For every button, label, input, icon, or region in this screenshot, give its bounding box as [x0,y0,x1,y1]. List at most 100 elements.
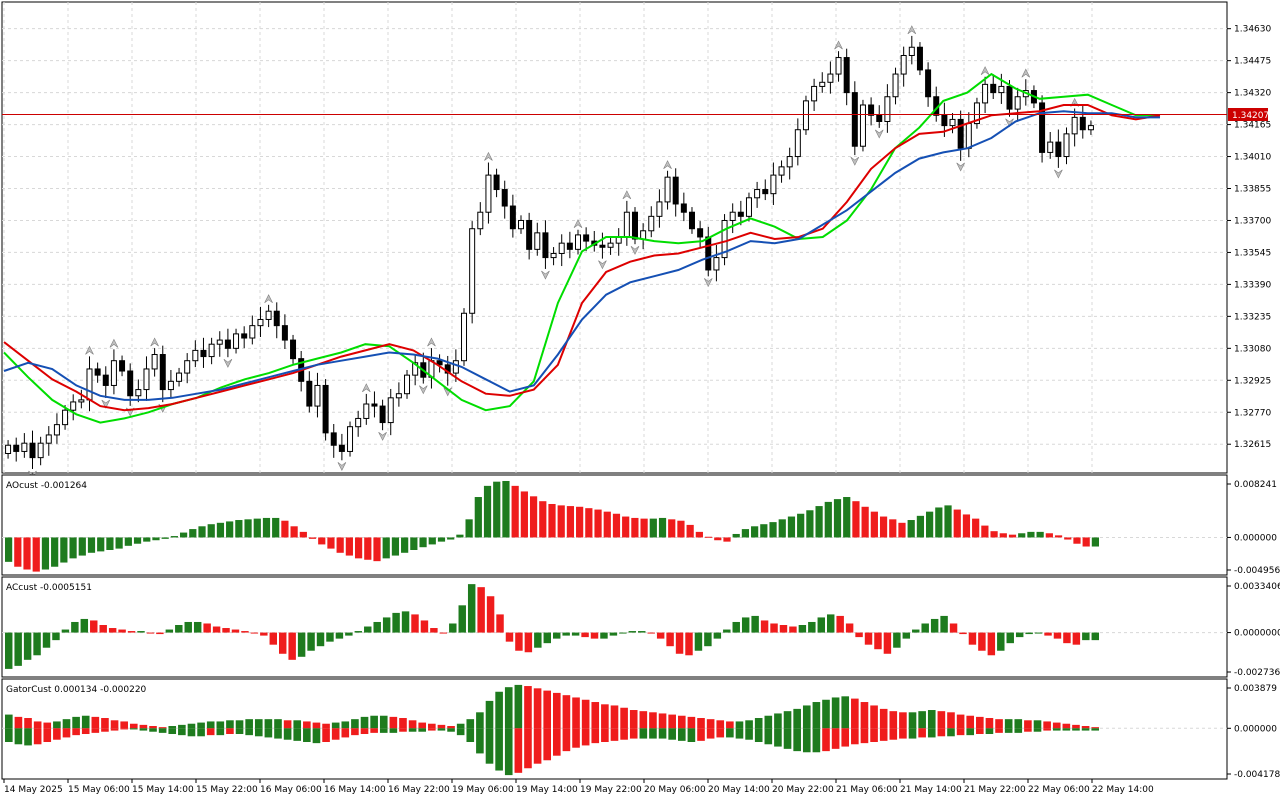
histogram-bar [110,720,119,729]
candle [314,372,321,418]
histogram-bar [392,612,400,633]
histogram-bar [399,718,407,729]
histogram-bar [1008,534,1017,538]
histogram-bar [539,501,547,538]
fractal-up-arrow [622,190,632,200]
histogram-bar [638,631,646,633]
histogram-bar [529,496,538,538]
histogram-bar [373,621,381,633]
alligator-lines [3,72,1161,424]
histogram-bar [817,617,825,633]
histogram-bar [62,719,71,729]
histogram-bar-lower [677,728,686,741]
bear-candle-body [29,442,36,459]
price-tick-label: 1.33080 [1234,344,1271,354]
histogram-bar [23,537,31,570]
histogram-bar [808,621,816,633]
histogram-bar [1004,719,1013,729]
candle [436,354,443,373]
histogram-bar [235,720,244,729]
candle [574,229,581,255]
histogram-bar [373,537,381,562]
bull-candle-body [770,174,777,195]
candle [1014,87,1021,122]
candle [281,314,288,349]
histogram-bar [33,632,41,656]
histogram-bar [956,714,965,729]
main-price-panel[interactable]: 1.34630 1.34475 1.34320 1.34165 1.34010 1.338… [1,1,1271,480]
histogram-bar [764,715,773,729]
alligator-jaw-line [3,110,1160,401]
histogram-bar-lower [129,728,138,730]
candle [216,331,223,357]
histogram-bar [647,632,655,634]
candlesticks [5,35,1094,469]
histogram-bar-lower [985,728,994,735]
histogram-bar [812,702,821,729]
candle [770,162,777,206]
histogram-bar-lower [860,728,869,744]
histogram-bar [789,626,797,633]
fractal-down-arrow [337,462,347,471]
histogram-bar-lower [639,728,648,739]
histogram-bar [751,526,759,538]
histogram-bar-lower [312,728,321,744]
bear-candle-body [200,349,207,358]
bull-candle-body [485,174,492,213]
bull-candle-body [477,211,484,230]
candle [1006,80,1013,117]
candle [1047,132,1054,159]
histogram-bar [981,525,989,538]
histogram-bar-lower [91,728,100,733]
bear-candle-body [127,370,134,397]
bull-candle-body [355,417,362,428]
fractal-down-arrow [598,260,607,270]
histogram-bar [33,721,42,729]
bull-candle-body [754,189,761,199]
histogram-bar-lower [303,728,311,742]
histogram-bar [322,723,330,729]
time-tick-label: 15 May 06:00 [68,785,130,795]
candle [135,379,142,403]
histogram-bar [937,711,946,729]
histogram-bar [918,711,926,729]
histogram-bar [612,513,621,538]
bull-candle-body [452,360,459,374]
candle [29,430,36,469]
histogram-bar-lower [889,728,898,740]
time-tick-label: 20 May 14:00 [708,785,770,795]
histogram-bar [279,632,287,654]
bear-candle-body [843,57,850,94]
histogram-bar [675,632,684,654]
histogram-bar [281,520,289,538]
gator-panel[interactable]: GatorCust 0.000134 -0.000220 0.0038790.0… [1,678,1280,780]
candle [412,355,419,386]
bull-candle-body [973,102,980,125]
candle [566,231,573,259]
histogram-bar [318,537,326,545]
ao-panel[interactable]: AOcust -0.001264 0.008241 0.000000 -0.0049… [1,474,1280,576]
bull-candle-body [404,374,411,395]
histogram-bar [656,632,665,639]
candle [1087,120,1094,135]
histogram-bar [474,497,482,538]
histogram-bar [364,537,372,560]
candle [754,181,761,208]
bull-candle-body [827,73,834,83]
candle [656,189,663,228]
candle [697,221,704,248]
histogram-bar [999,533,1007,538]
histogram-bar [419,537,427,548]
histogram-bar [908,712,917,729]
histogram-bar [687,716,696,729]
histogram-bar [179,532,188,538]
main-grid [2,2,1227,473]
histogram-bar [976,716,984,729]
histogram-bar [968,632,977,645]
bear-candle-body [876,114,883,122]
histogram-bar [379,715,388,729]
ao-axis: 0.008241 0.000000 -0.004956 [1227,480,1280,576]
histogram-bar [42,632,51,648]
ac-panel[interactable]: ACcust -0.0005151 0.0033406 0.0000000 -0.0… [1,576,1280,678]
